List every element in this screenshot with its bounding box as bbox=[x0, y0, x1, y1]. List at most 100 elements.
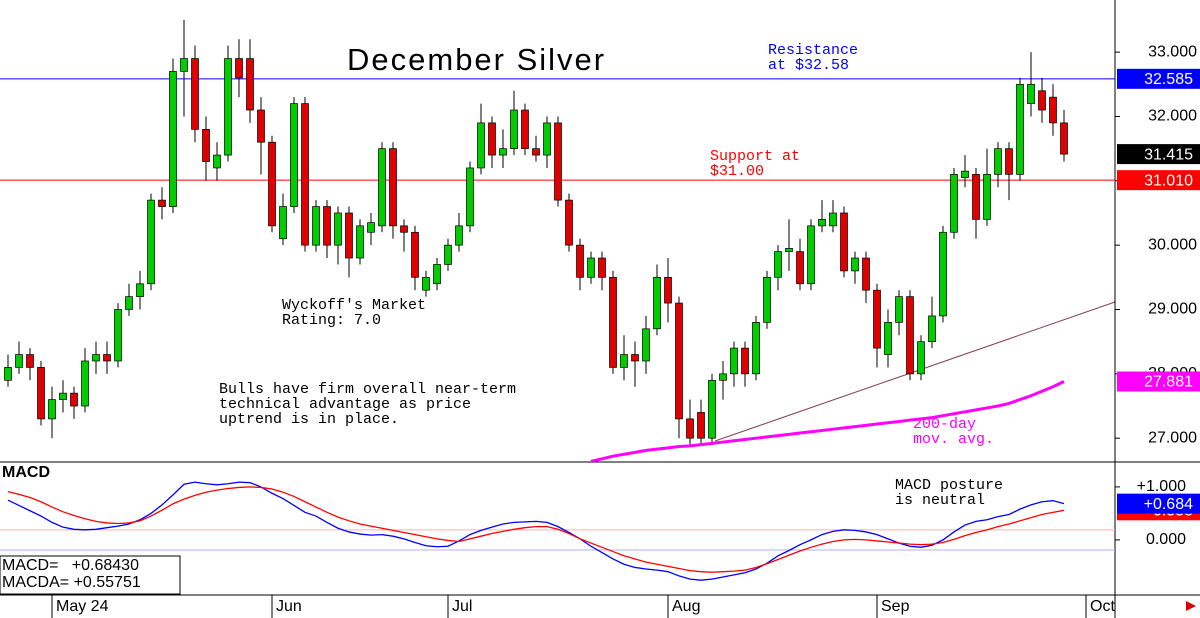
annotation: Bulls have firm overall near-term bbox=[219, 381, 516, 398]
candle-body bbox=[114, 309, 122, 362]
candle-body bbox=[587, 257, 595, 278]
ma-line bbox=[590, 380, 1065, 462]
candle-body bbox=[983, 174, 991, 220]
candle-body bbox=[928, 315, 936, 343]
candle-body bbox=[290, 103, 298, 207]
candle-body bbox=[257, 109, 265, 143]
annotation: $31.00 bbox=[710, 163, 764, 180]
candle-body bbox=[422, 276, 430, 291]
readout: MACDA= +0.55751 bbox=[2, 574, 141, 591]
candle-body bbox=[70, 392, 78, 407]
x-tick-label: Jul bbox=[452, 598, 472, 615]
candle-body bbox=[675, 302, 683, 420]
scroll-arrow[interactable] bbox=[1186, 601, 1196, 611]
candle-body bbox=[774, 251, 782, 278]
candle-body bbox=[367, 222, 375, 233]
candle-body bbox=[543, 122, 551, 156]
panel-title: MACD bbox=[2, 464, 50, 481]
candle-body bbox=[455, 225, 463, 246]
candle-body bbox=[312, 206, 320, 246]
candle-body bbox=[191, 58, 199, 130]
candle-body bbox=[158, 199, 166, 207]
candle-body bbox=[532, 148, 540, 156]
candle-body bbox=[125, 296, 133, 310]
annotation: Resistance bbox=[768, 42, 858, 59]
candle-body bbox=[950, 174, 958, 233]
annotation: MACD posture bbox=[895, 477, 1003, 494]
annotation: technical advantage as price bbox=[219, 396, 471, 413]
macd-line bbox=[7, 486, 1065, 573]
annotation: Wyckoff's Market bbox=[282, 297, 426, 314]
price-box-label: 31.415 bbox=[1144, 146, 1193, 163]
candle-body bbox=[246, 58, 254, 111]
y-tick-label: 30.000 bbox=[1148, 236, 1197, 253]
x-tick-label: Oct bbox=[1090, 598, 1115, 615]
x-tick-label: May 24 bbox=[56, 598, 109, 615]
annotation: mov. avg. bbox=[913, 431, 994, 448]
candle-body bbox=[884, 322, 892, 355]
candle-body bbox=[411, 231, 419, 278]
candle-body bbox=[895, 296, 903, 323]
price-box-label: 32.585 bbox=[1144, 71, 1193, 88]
candle-body bbox=[488, 122, 496, 156]
candle-body bbox=[521, 109, 529, 149]
candle-body bbox=[400, 225, 408, 233]
candle-body bbox=[466, 167, 474, 227]
candle-body bbox=[48, 399, 56, 420]
candle-body bbox=[81, 360, 89, 407]
candle-body bbox=[906, 296, 914, 375]
price-box-label: +0.684 bbox=[1144, 496, 1193, 513]
macd-line bbox=[7, 481, 1065, 581]
candle-body bbox=[26, 354, 34, 368]
candle-body bbox=[92, 354, 100, 362]
candle-body bbox=[180, 58, 188, 72]
price-box bbox=[1117, 493, 1200, 514]
candle-body bbox=[1038, 90, 1046, 111]
y-tick-label: 29.000 bbox=[1148, 301, 1197, 318]
candle-body bbox=[752, 322, 760, 375]
candle-body bbox=[917, 341, 925, 375]
candle-body bbox=[620, 354, 628, 368]
y-tick-label: 27.000 bbox=[1148, 429, 1197, 446]
candle-body bbox=[994, 148, 1002, 175]
candle-body bbox=[136, 283, 144, 297]
annotation: is neutral bbox=[895, 492, 985, 509]
price-box bbox=[1117, 144, 1200, 165]
candle-body bbox=[873, 289, 881, 349]
candle-body bbox=[840, 212, 848, 272]
candle-body bbox=[15, 354, 23, 368]
candle-body bbox=[279, 206, 287, 240]
candle-body bbox=[829, 212, 837, 227]
candle-body bbox=[1049, 96, 1057, 124]
candle-body bbox=[510, 109, 518, 149]
annotation: uptrend is in place. bbox=[219, 411, 399, 428]
trendline bbox=[714, 301, 1116, 442]
candle-body bbox=[235, 58, 243, 79]
price-box-label: 31.010 bbox=[1144, 172, 1193, 189]
readout: MACD= +0.68430 bbox=[2, 557, 139, 574]
candle-body bbox=[961, 170, 969, 178]
candle-body bbox=[664, 276, 672, 304]
candle-body bbox=[103, 354, 111, 362]
candle-body bbox=[697, 412, 705, 439]
candle-body bbox=[763, 276, 771, 323]
candle-body bbox=[345, 212, 353, 259]
price-box bbox=[1117, 371, 1200, 392]
x-tick-label: Jun bbox=[276, 598, 302, 615]
candle-body bbox=[939, 231, 947, 317]
candle-body bbox=[202, 128, 210, 162]
price-box bbox=[1117, 68, 1200, 89]
candle-body bbox=[686, 418, 694, 439]
candle-body bbox=[598, 257, 606, 278]
annotation: Rating: 7.0 bbox=[282, 312, 381, 329]
candle-body bbox=[268, 141, 276, 227]
candle-body bbox=[741, 347, 749, 375]
candle-body bbox=[642, 328, 650, 362]
y-tick-label: 0.000 bbox=[1146, 531, 1186, 548]
candle-body bbox=[301, 103, 309, 246]
candle-body bbox=[499, 148, 507, 156]
y-tick-label: +1.000 bbox=[1137, 478, 1186, 495]
candle-body bbox=[213, 154, 221, 169]
